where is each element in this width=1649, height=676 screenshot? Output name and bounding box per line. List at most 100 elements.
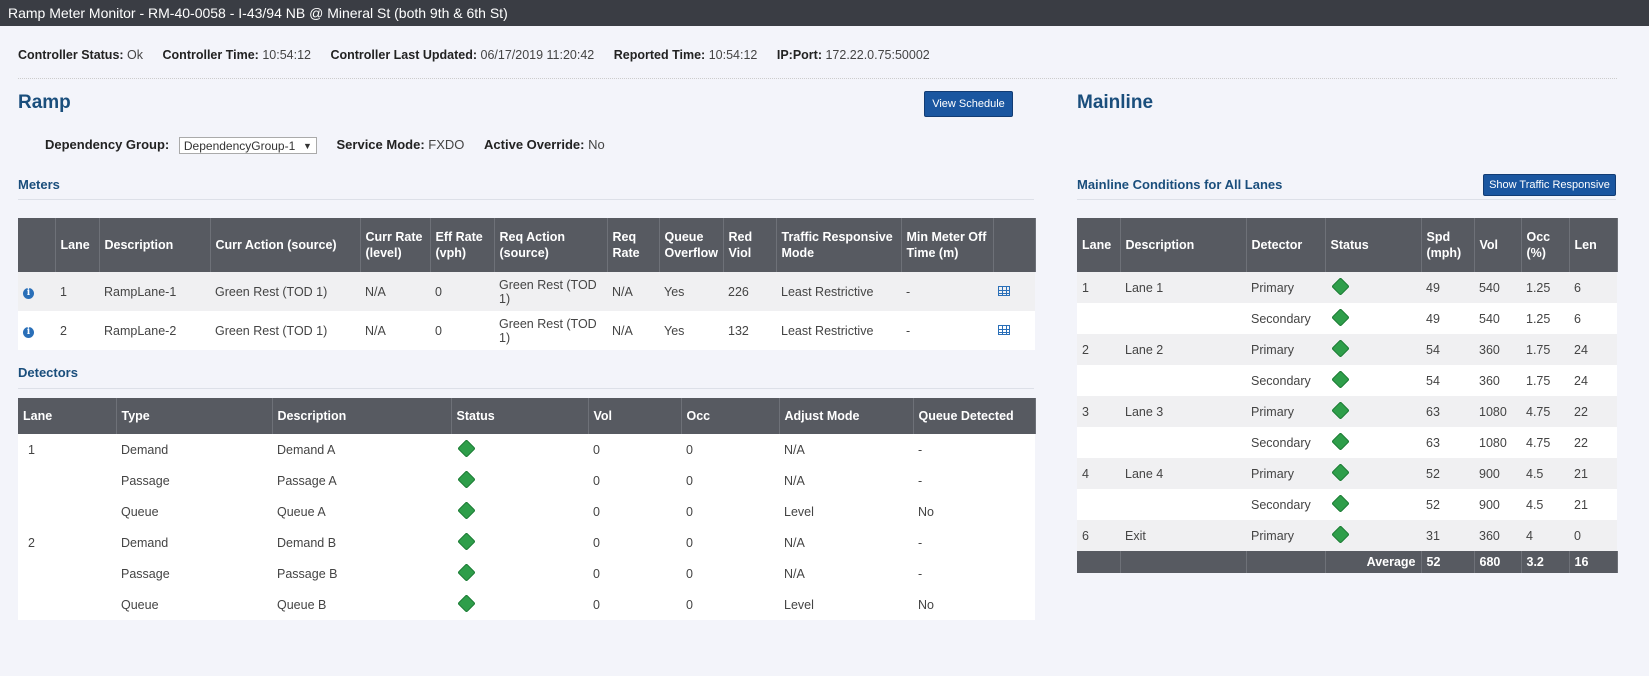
detector-queue-detected: No [913, 589, 1035, 620]
meter-queue-overflow: Yes [659, 311, 723, 350]
mainline-row: 2 Lane 2 Primary 54 360 1.75 24 [1077, 334, 1617, 365]
meter-lane: 2 [55, 311, 99, 350]
mainline-col-header[interactable]: Lane [1077, 218, 1121, 272]
mainline-col-header[interactable]: Spd (mph) [1421, 218, 1475, 272]
ramp-settings-line: Dependency Group: DependencyGroup-1 ▼ Ser… [45, 137, 605, 155]
mainline-title: Mainline [1077, 92, 1154, 113]
detector-vol: 0 [588, 558, 681, 589]
info-icon[interactable]: i [23, 327, 34, 338]
status-ok-icon [1331, 369, 1350, 389]
mainline-description [1120, 303, 1246, 334]
meters-col-header[interactable]: Min Meter Off Time (m) [901, 218, 994, 272]
meters-col-header[interactable]: Red Viol [723, 218, 777, 272]
mainline-description [1120, 427, 1246, 458]
status-ok-icon [1331, 400, 1350, 420]
active-override-value: No [588, 137, 605, 152]
meters-col-header[interactable]: Req Rate [607, 218, 660, 272]
meters-col-header[interactable]: Curr Action (source) [210, 218, 361, 272]
detector-row: Queue Queue B 0 0 Level No [18, 589, 1035, 620]
detectors-col-header[interactable]: Lane [18, 398, 117, 434]
detector-description: Passage A [272, 465, 451, 496]
detector-adjust-mode: N/A [779, 465, 913, 496]
status-ok-icon [457, 593, 476, 613]
detector-adjust-mode: N/A [779, 434, 913, 465]
meter-red-viol: 132 [723, 311, 776, 350]
detectors-col-header[interactable]: Occ [681, 398, 780, 434]
mainline-vol: 360 [1474, 334, 1521, 365]
mainline-detector: Primary [1246, 396, 1325, 427]
detector-type: Demand [116, 527, 272, 558]
mainline-row: Secondary 63 1080 4.75 22 [1077, 427, 1617, 458]
mainline-col-header[interactable]: Status [1325, 218, 1422, 272]
detectors-col-header[interactable]: Queue Detected [913, 398, 1036, 434]
controller-time-value: 10:54:12 [262, 48, 311, 62]
meter-req-action: Green Rest (TOD 1) [494, 311, 607, 350]
mainline-col-header[interactable]: Occ (%) [1521, 218, 1570, 272]
meters-title: Meters [18, 177, 60, 192]
detector-description: Demand A [272, 434, 451, 465]
status-ok-icon [457, 438, 476, 458]
mainline-detector: Secondary [1246, 365, 1325, 396]
mainline-speed: 54 [1421, 365, 1474, 396]
mainline-vol: 900 [1474, 489, 1521, 520]
detector-row: Passage Passage B 0 0 N/A - [18, 558, 1035, 589]
meters-col-header[interactable]: Lane [55, 218, 100, 272]
status-ok-icon [1331, 524, 1350, 544]
mainline-speed: 52 [1421, 458, 1474, 489]
detector-row: 2 Demand Demand B 0 0 N/A - [18, 527, 1035, 558]
detector-type: Demand [116, 434, 272, 465]
show-traffic-responsive-button[interactable]: Show Traffic Responsive [1483, 174, 1616, 196]
detector-row: 1 Demand Demand A 0 0 N/A - [18, 434, 1035, 465]
mainline-speed: 63 [1421, 427, 1474, 458]
info-icon[interactable]: i [23, 288, 34, 299]
mainline-col-header[interactable]: Detector [1246, 218, 1326, 272]
detector-adjust-mode: Level [779, 496, 913, 527]
detector-occ: 0 [681, 496, 779, 527]
dependency-group-select[interactable]: DependencyGroup-1 ▼ [178, 137, 317, 155]
meter-min-off: - [901, 311, 993, 350]
mainline-occ: 1.25 [1521, 272, 1569, 303]
detectors-col-header[interactable]: Status [451, 398, 589, 434]
mainline-description: Exit [1120, 520, 1246, 551]
mainline-occ: 4.75 [1521, 427, 1569, 458]
detector-type: Passage [116, 558, 272, 589]
mainline-row: Secondary 54 360 1.75 24 [1077, 365, 1617, 396]
mainline-speed: 63 [1421, 396, 1474, 427]
detector-lane [18, 589, 116, 620]
status-ok-icon [457, 562, 476, 582]
table-grid-icon[interactable] [998, 285, 1010, 296]
detector-queue-detected: - [913, 527, 1035, 558]
meters-col-header[interactable]: Traffic Responsive Mode [776, 218, 902, 272]
meters-col-header[interactable]: Curr Rate (level) [360, 218, 431, 272]
table-grid-icon[interactable] [998, 324, 1010, 335]
controller-time-label: Controller Time: [162, 48, 259, 62]
detectors-col-header[interactable]: Adjust Mode [779, 398, 914, 434]
mainline-description: Lane 3 [1120, 396, 1246, 427]
detector-vol: 0 [588, 465, 681, 496]
mainline-detector: Primary [1246, 272, 1325, 303]
mainline-col-header[interactable]: Description [1120, 218, 1247, 272]
meters-col-header[interactable]: Eff Rate (vph) [430, 218, 495, 272]
mainline-len: 22 [1569, 396, 1617, 427]
detectors-col-header[interactable]: Type [116, 398, 273, 434]
mainline-col-header[interactable]: Len [1569, 218, 1618, 272]
meters-col-header[interactable]: Queue Overflow [659, 218, 724, 272]
detector-vol: 0 [588, 527, 681, 558]
mainline-description [1120, 365, 1246, 396]
mainline-description [1120, 489, 1246, 520]
view-schedule-button[interactable]: View Schedule [924, 91, 1013, 117]
mainline-col-header[interactable]: Vol [1474, 218, 1522, 272]
detectors-col-header[interactable]: Vol [588, 398, 682, 434]
ramp-title: Ramp [18, 92, 71, 113]
detectors-col-header[interactable]: Description [272, 398, 452, 434]
meter-curr-action: Green Rest (TOD 1) [210, 272, 360, 311]
meters-col-header[interactable]: Req Action (source) [494, 218, 608, 272]
status-ok-icon [1331, 276, 1350, 296]
controller-status-label: Controller Status: [18, 48, 124, 62]
meters-col-header[interactable]: Description [99, 218, 211, 272]
service-mode-label: Service Mode: [336, 137, 425, 152]
mainline-row: 4 Lane 4 Primary 52 900 4.5 21 [1077, 458, 1617, 489]
detector-row: Passage Passage A 0 0 N/A - [18, 465, 1035, 496]
status-ok-icon [1331, 338, 1350, 358]
detector-queue-detected: - [913, 465, 1035, 496]
